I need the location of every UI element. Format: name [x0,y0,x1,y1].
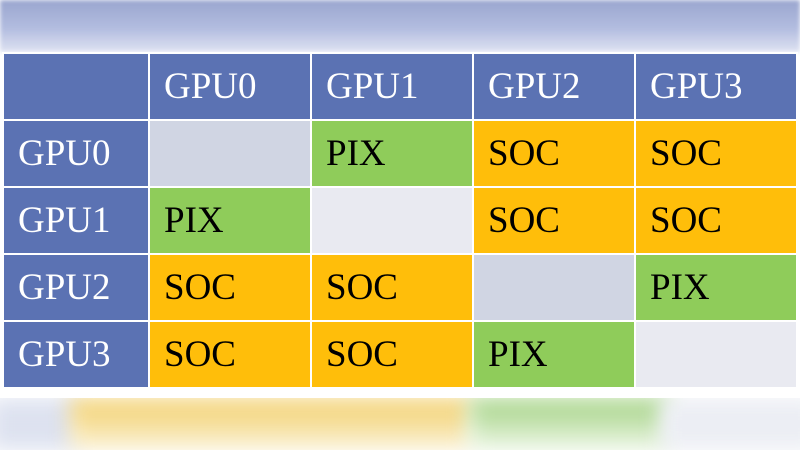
column-header: GPU0 [148,52,312,121]
reflection-band [70,398,470,450]
row-header: GPU0 [2,119,150,188]
row-header: GPU1 [2,186,150,255]
matrix-row: GPU1 PIX SOC SOC [2,186,798,255]
matrix-cell-pix: PIX [148,186,312,255]
reflection-band [0,398,80,450]
matrix-cell-soc: SOC [148,253,312,322]
matrix-cell-soc: SOC [148,320,312,389]
column-header: GPU2 [472,52,636,121]
matrix-cell-empty [472,253,636,322]
reflection-band [660,398,800,450]
matrix-cell-soc: SOC [472,186,636,255]
matrix-row: GPU3 SOC SOC PIX [2,320,798,389]
corner-cell [2,52,150,121]
column-header: GPU3 [634,52,798,121]
matrix-cell-soc: SOC [634,186,798,255]
matrix-cell-pix: PIX [634,253,798,322]
reflection-band [470,398,670,450]
matrix-row: GPU2 SOC SOC PIX [2,253,798,322]
matrix-cell-empty [634,320,798,389]
matrix-cell-soc: SOC [634,119,798,188]
matrix-cell-empty [148,119,312,188]
matrix-cell-pix: PIX [310,119,474,188]
matrix-cell-soc: SOC [472,119,636,188]
header-row: GPU0 GPU1 GPU2 GPU3 [2,52,798,121]
blurred-reflection-bottom [0,398,800,450]
row-header: GPU2 [2,253,150,322]
matrix-cell-empty [310,186,474,255]
matrix-cell-soc: SOC [310,253,474,322]
matrix-cell-pix: PIX [472,320,636,389]
row-header: GPU3 [2,320,150,389]
matrix-cell-soc: SOC [310,320,474,389]
column-header: GPU1 [310,52,474,121]
matrix-row: GPU0 PIX SOC SOC [2,119,798,188]
gpu-topology-matrix: GPU0 GPU1 GPU2 GPU3 GPU0 PIX SOC SOC GPU… [2,52,798,389]
blurred-reflection-top [0,0,800,52]
